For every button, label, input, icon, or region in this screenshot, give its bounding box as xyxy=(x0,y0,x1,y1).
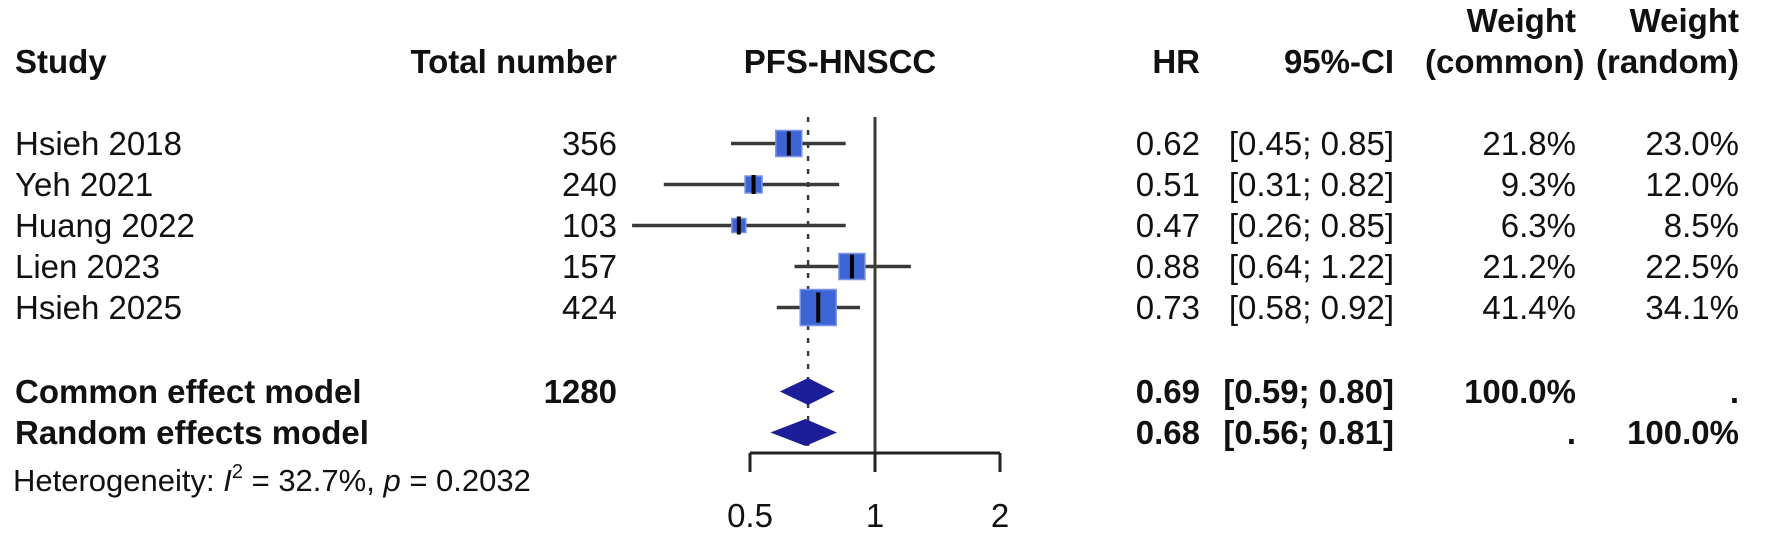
hr-value: 0.68 xyxy=(1135,414,1200,451)
weight-random-value: 23.0% xyxy=(1645,125,1739,162)
header-weight-random-top: Weight xyxy=(1629,2,1739,39)
weight-common-value: 21.8% xyxy=(1482,125,1576,162)
ci-value: [0.45; 0.85] xyxy=(1228,125,1394,162)
point-estimate-tick xyxy=(736,216,741,235)
weight-random-value: 12.0% xyxy=(1645,166,1739,203)
random-effects-row: Random effects model 0.68 [0.56; 0.81] .… xyxy=(0,412,1772,453)
x-axis-tick-label: 2 xyxy=(991,497,1009,534)
hr-value: 0.62 xyxy=(1135,125,1200,162)
table-row: Lien 2023 157 0.88 [0.64; 1.22] 21.2% 22… xyxy=(0,246,1772,287)
ci-value: [0.31; 0.82] xyxy=(1228,166,1394,203)
hr-value: 0.69 xyxy=(1135,373,1200,410)
total-number: 240 xyxy=(561,166,617,203)
weight-common-value: 9.3% xyxy=(1500,166,1576,203)
hr-value: 0.51 xyxy=(1135,166,1200,203)
weight-common-value: 100.0% xyxy=(1464,373,1576,410)
point-estimate-tick xyxy=(849,254,854,279)
weight-random-value: . xyxy=(1729,373,1739,410)
ci-value: [0.58; 0.92] xyxy=(1228,289,1394,326)
header-weight-random-sub: (random) xyxy=(1596,43,1739,80)
study-name: Lien 2023 xyxy=(15,248,160,285)
study-name: Huang 2022 xyxy=(15,207,195,244)
x-axis-tick-label: 0.5 xyxy=(727,497,773,534)
weight-common-value: 21.2% xyxy=(1482,248,1576,285)
model-label: Random effects model xyxy=(15,414,369,451)
summary-diamond xyxy=(770,419,837,446)
weight-random-value: 100.0% xyxy=(1627,414,1739,451)
table-row: Huang 2022 103 0.47 [0.26; 0.85] 6.3% 8.… xyxy=(0,205,1772,246)
header-hr: HR xyxy=(1152,43,1200,80)
header-study: Study xyxy=(15,43,107,80)
x-axis-tick-label: 1 xyxy=(866,497,884,534)
point-estimate-tick xyxy=(751,175,756,194)
total-number: 424 xyxy=(561,289,617,326)
table-row: Hsieh 2025 424 0.73 [0.58; 0.92] 41.4% 3… xyxy=(0,287,1772,328)
common-effect-row: Common effect model 1280 0.69 [0.59; 0.8… xyxy=(0,371,1772,412)
header-total-number: Total number xyxy=(410,43,617,80)
header-ci: 95%-CI xyxy=(1283,43,1394,80)
header-weight-common-top: Weight xyxy=(1466,2,1576,39)
table-row: Yeh 2021 240 0.51 [0.31; 0.82] 9.3% 12.0… xyxy=(0,164,1772,205)
study-name: Hsieh 2018 xyxy=(15,125,182,162)
hr-value: 0.73 xyxy=(1135,289,1200,326)
hr-value: 0.47 xyxy=(1135,207,1200,244)
hr-value: 0.88 xyxy=(1135,248,1200,285)
point-estimate-tick xyxy=(786,131,791,156)
header-plot-title: PFS-HNSCC xyxy=(743,43,937,80)
total-number: 157 xyxy=(561,248,617,285)
study-name: Hsieh 2025 xyxy=(15,289,182,326)
header-row-1: Weight Weight xyxy=(0,0,1772,41)
study-name: Yeh 2021 xyxy=(15,166,154,203)
table-row: Hsieh 2018 356 0.62 [0.45; 0.85] 21.8% 2… xyxy=(0,123,1772,164)
weight-common-value: . xyxy=(1566,414,1576,451)
ci-value: [0.59; 0.80] xyxy=(1223,373,1394,410)
total-number: 1280 xyxy=(543,373,617,410)
ci-value: [0.56; 0.81] xyxy=(1223,414,1394,451)
ci-value: [0.64; 1.22] xyxy=(1228,248,1394,285)
weight-random-value: 22.5% xyxy=(1645,248,1739,285)
header-weight-common-sub: (common) xyxy=(1425,43,1585,80)
weight-random-value: 34.1% xyxy=(1645,289,1739,326)
total-number: 356 xyxy=(561,125,617,162)
weight-common-value: 6.3% xyxy=(1500,207,1576,244)
heterogeneity-row: Heterogeneity: I2 = 32.7%, p = 0.2032 xyxy=(0,452,1772,498)
weight-random-value: 8.5% xyxy=(1663,207,1739,244)
header-row-2: Study Total number PFS-HNSCC HR 95%-CI (… xyxy=(0,41,1772,82)
heterogeneity-text: Heterogeneity: I2 = 32.7%, p = 0.2032 xyxy=(13,461,531,498)
ci-value: [0.26; 0.85] xyxy=(1228,207,1394,244)
total-number: 103 xyxy=(561,207,617,244)
weight-common-value: 41.4% xyxy=(1482,289,1576,326)
point-estimate-tick xyxy=(816,292,821,323)
summary-diamond xyxy=(779,378,835,405)
model-label: Common effect model xyxy=(15,373,362,410)
